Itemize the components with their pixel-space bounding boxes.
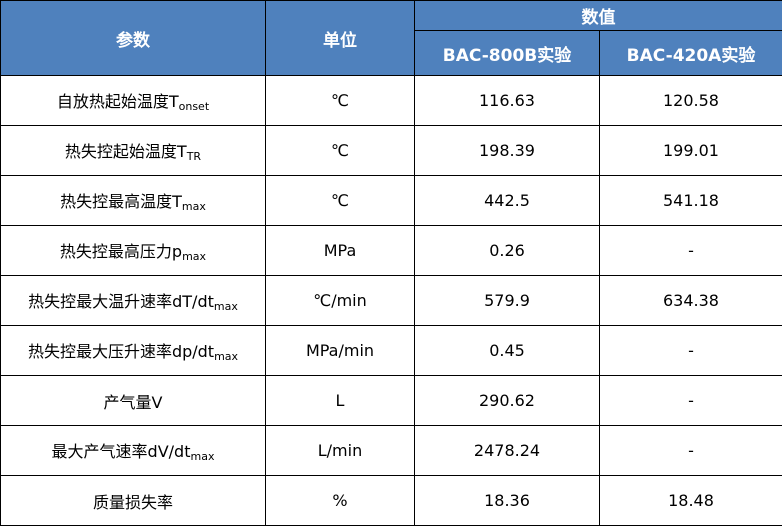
- param-name: 热失控最高温度T: [60, 192, 182, 211]
- bac800b-value: 0.26: [414, 225, 600, 276]
- header-bac420a: BAC-420A实验: [599, 30, 782, 76]
- param-cell: 热失控最高压力pmax: [0, 225, 266, 276]
- table-row: 质量损失率 % 18.36 18.48: [0, 475, 782, 526]
- param-subscript: max: [190, 450, 215, 463]
- unit-cell: L/min: [265, 425, 415, 476]
- table-row: 自放热起始温度Tonset ℃ 116.63 120.58: [0, 75, 782, 126]
- bac420a-value: -: [599, 425, 782, 476]
- unit-cell: L: [265, 375, 415, 426]
- bac800b-value: 198.39: [414, 125, 600, 176]
- param-subscript: max: [181, 200, 206, 213]
- bac800b-value: 2478.24: [414, 425, 600, 476]
- param-cell: 热失控最大温升速率dT/dtmax: [0, 275, 266, 326]
- unit-cell: MPa: [265, 225, 415, 276]
- param-cell: 热失控最大压升速率dp/dtmax: [0, 325, 266, 376]
- param-subscript: onset: [178, 100, 210, 113]
- bac420a-value: -: [599, 375, 782, 426]
- bac420a-value: 541.18: [599, 175, 782, 226]
- table-row: 热失控起始温度TTR ℃ 198.39 199.01: [0, 125, 782, 176]
- param-name: 热失控起始温度T: [64, 142, 187, 161]
- header-values: 数值: [414, 0, 782, 31]
- table-row: 最大产气速率dV/dtmax L/min 2478.24 -: [0, 425, 782, 476]
- bac800b-value: 579.9: [414, 275, 600, 326]
- param-name: 最大产气速率dV/dt: [51, 442, 191, 461]
- unit-cell: ℃/min: [265, 275, 415, 326]
- bac420a-value: 199.01: [599, 125, 782, 176]
- param-subscript: TR: [186, 150, 202, 163]
- param-name: 热失控最大压升速率dp/dt: [27, 342, 215, 361]
- param-cell: 热失控起始温度TTR: [0, 125, 266, 176]
- unit-cell: MPa/min: [265, 325, 415, 376]
- bac800b-value: 18.36: [414, 475, 600, 526]
- param-name: 质量损失率: [92, 492, 173, 512]
- param-cell: 质量损失率: [0, 475, 266, 526]
- param-name: 自放热起始温度T: [56, 92, 179, 111]
- bac420a-value: 18.48: [599, 475, 782, 526]
- param-name: 热失控最高压力p: [59, 242, 183, 261]
- unit-cell: %: [265, 475, 415, 526]
- table-row: 产气量V L 290.62 -: [0, 375, 782, 426]
- param-name: 产气量V: [103, 392, 163, 412]
- param-name: 热失控最大温升速率dT/dt: [28, 292, 214, 311]
- bac800b-value: 290.62: [414, 375, 600, 426]
- bac420a-value: 634.38: [599, 275, 782, 326]
- bac420a-value: -: [599, 325, 782, 376]
- param-cell: 热失控最高温度Tmax: [0, 175, 266, 226]
- table-row: 热失控最高温度Tmax ℃ 442.5 541.18: [0, 175, 782, 226]
- table-row: 热失控最高压力pmax MPa 0.26 -: [0, 225, 782, 276]
- param-cell: 自放热起始温度Tonset: [0, 75, 266, 126]
- table-row: 热失控最大温升速率dT/dtmax ℃/min 579.9 634.38: [0, 275, 782, 326]
- bac420a-value: 120.58: [599, 75, 782, 126]
- param-cell: 最大产气速率dV/dtmax: [0, 425, 266, 476]
- param-subscript: max: [182, 250, 207, 263]
- param-subscript: max: [213, 300, 238, 313]
- unit-cell: ℃: [265, 75, 415, 126]
- bac800b-value: 442.5: [414, 175, 600, 226]
- header-param: 参数: [0, 0, 266, 76]
- bac800b-value: 116.63: [414, 75, 600, 126]
- unit-cell: ℃: [265, 175, 415, 226]
- table-row: 热失控最大压升速率dp/dtmax MPa/min 0.45 -: [0, 325, 782, 376]
- bac800b-value: 0.45: [414, 325, 600, 376]
- header-bac800b: BAC-800B实验: [414, 30, 600, 76]
- bac420a-value: -: [599, 225, 782, 276]
- unit-cell: ℃: [265, 125, 415, 176]
- param-cell: 产气量V: [0, 375, 266, 426]
- param-subscript: max: [214, 350, 239, 363]
- header-unit: 单位: [265, 0, 415, 76]
